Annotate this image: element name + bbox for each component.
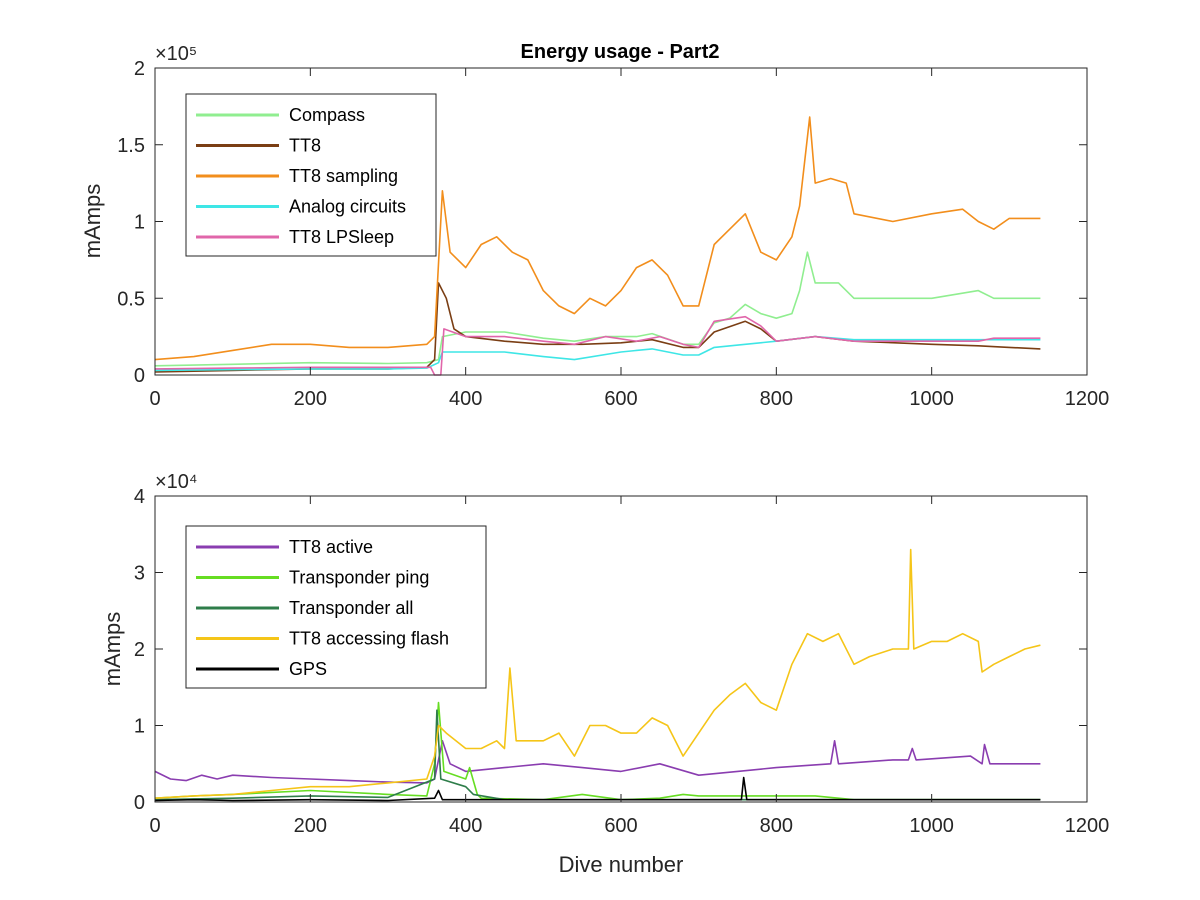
series-line-4 <box>154 548 1041 799</box>
chart-title: Energy usage - Part2 <box>521 41 720 63</box>
x-tick-label: 1200 <box>1065 388 1110 410</box>
x-tick-label: 200 <box>294 815 327 837</box>
series-line-1 <box>154 251 1041 367</box>
x-tick-label: 200 <box>294 388 327 410</box>
x-tick-label: 600 <box>604 388 637 410</box>
x-tick-label: 1000 <box>909 815 954 837</box>
legend-label: GPS <box>289 659 327 679</box>
x-tick-label: 600 <box>604 815 637 837</box>
legend-label: TT8 LPSleep <box>289 227 394 247</box>
x-tick-label: 1000 <box>909 388 954 410</box>
x-tick-label: 1200 <box>1065 815 1110 837</box>
legend-label: Compass <box>289 105 365 125</box>
legend-label: Transponder all <box>289 598 413 618</box>
x-tick-label: 800 <box>760 815 793 837</box>
y-axis-label: mAmps <box>80 184 105 259</box>
legend-label: TT8 active <box>289 537 373 557</box>
y-tick-label: 3 <box>134 563 145 585</box>
series-line-1 <box>154 740 1041 784</box>
y-tick-label: 1 <box>134 716 145 738</box>
y-tick-label: 0.5 <box>117 288 145 310</box>
legend-label: Analog circuits <box>289 197 406 217</box>
legend-label: TT8 accessing flash <box>289 629 449 649</box>
y-axis-label: mAmps <box>100 612 125 687</box>
y-tick-label: 1.5 <box>117 135 145 157</box>
legend: TT8 active Transponder ping Transponder al… <box>185 525 487 689</box>
series-line-5 <box>154 315 1041 376</box>
plot-area-bottom: 0 200 400 600 800 1000 1200 0 1 2 3 4 TT8 active Tran… <box>134 486 1109 837</box>
x-axis-label: Dive number <box>559 852 684 877</box>
legend-label: TT8 <box>289 136 321 156</box>
y-tick-label: 2 <box>134 639 145 661</box>
x-tick-label: 0 <box>149 815 160 837</box>
y-tick-label: 0 <box>134 365 145 387</box>
series-line-3 <box>154 116 1041 361</box>
chart-panel-top: Energy usage - Part2 ×10⁵ mAmps 0 200 400 6… <box>80 41 1109 410</box>
y-tick-label: 4 <box>134 486 145 508</box>
y-axis-exponent: ×10⁵ <box>155 43 197 65</box>
y-tick-label: 0 <box>134 792 145 814</box>
x-tick-label: 400 <box>449 388 482 410</box>
x-tick-label: 800 <box>760 388 793 410</box>
legend: Compass TT8 TT8 sampling Analog circuits TT8… <box>185 93 437 257</box>
y-axis-exponent: ×10⁴ <box>155 471 198 493</box>
x-tick-label: 0 <box>149 388 160 410</box>
legend-label: TT8 sampling <box>289 166 398 186</box>
chart-panel-bottom: ×10⁴ mAmps Dive number 0 200 400 600 800 1000… <box>100 471 1109 877</box>
series-line-2 <box>154 701 1041 801</box>
y-tick-label: 2 <box>134 58 145 80</box>
x-tick-label: 400 <box>449 815 482 837</box>
legend-label: Transponder ping <box>289 568 429 588</box>
plot-area-top: 0 200 400 600 800 1000 1200 0 0.5 1 1.5 2 Compass TT8… <box>117 58 1109 410</box>
y-tick-label: 1 <box>134 212 145 234</box>
